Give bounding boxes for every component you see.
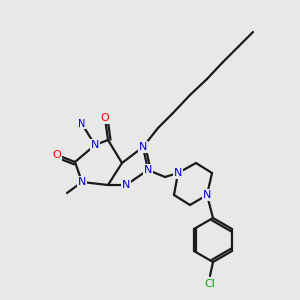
- Text: O: O: [100, 113, 109, 123]
- Text: N: N: [174, 168, 182, 178]
- Text: N: N: [78, 119, 86, 129]
- Text: N: N: [91, 140, 99, 150]
- Text: N: N: [139, 142, 147, 152]
- Text: N: N: [203, 190, 211, 200]
- Text: N: N: [78, 177, 86, 187]
- Text: N: N: [122, 180, 130, 190]
- Text: N: N: [144, 165, 152, 175]
- Text: O: O: [52, 150, 62, 160]
- Text: Cl: Cl: [205, 279, 215, 289]
